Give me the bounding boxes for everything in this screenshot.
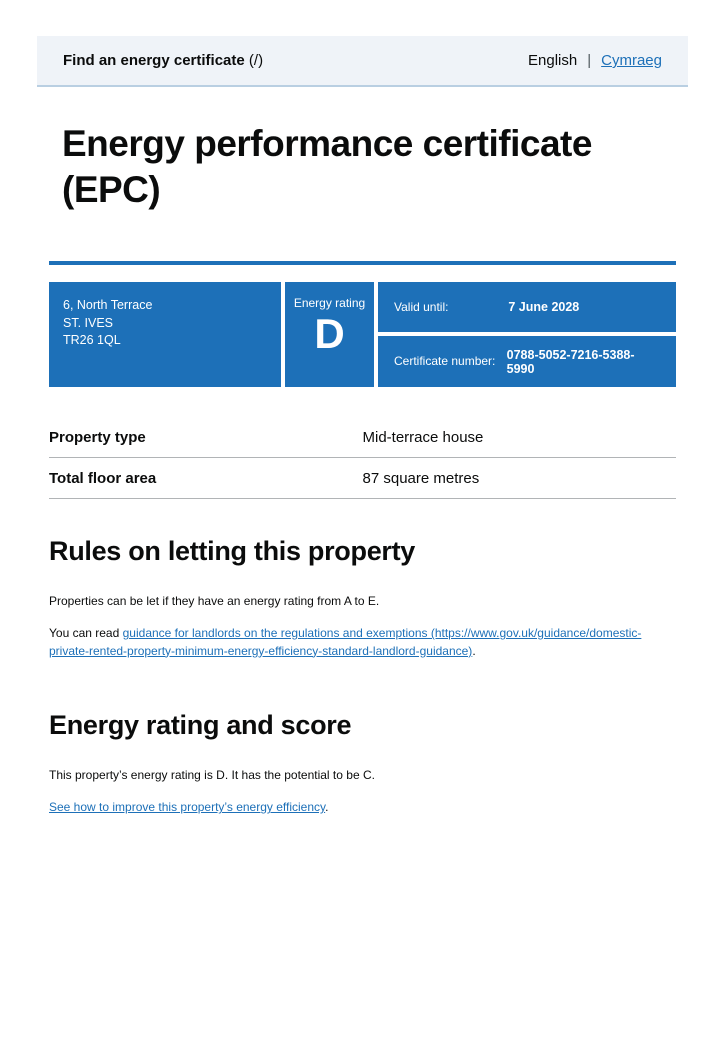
page-title-line1: Energy performance certificate [62, 123, 592, 164]
property-type-key: Property type [49, 428, 146, 446]
address-line-3: TR26 1QL [63, 333, 121, 348]
service-name-link[interactable]: Find an energy certificate (/) [63, 52, 263, 69]
language-divider: | [587, 52, 592, 69]
total-floor-area-key: Total floor area [49, 469, 157, 487]
table-row: Total floor area 87 square metres [49, 458, 676, 499]
improve-efficiency-paragraph: See how to improve this property’s energ… [49, 799, 676, 816]
valid-until-label: Valid until: [394, 299, 449, 314]
letting-rules-heading: Rules on letting this property [49, 535, 416, 566]
landlord-guidance-paragraph: You can read guidance for landlords on t… [49, 625, 676, 660]
service-name: Find an energy certificate [63, 52, 245, 69]
certificate-summary-panel: 6, North Terrace ST. IVES TR26 1QL Energ… [49, 281, 676, 387]
energy-rating-heading: Energy rating and score [49, 709, 352, 740]
page-title: Energy performance certificate (EPC) [62, 121, 676, 213]
address-line-1: 6, North Terrace [63, 297, 153, 312]
table-row: Property type Mid-terrace house [49, 417, 676, 458]
certificate-number-label: Certificate number: [394, 354, 496, 369]
total-floor-area-value: 87 square metres [362, 469, 480, 487]
energy-rating-section: Energy rating and score This property’s … [49, 710, 676, 817]
section-divider-rule [49, 260, 676, 265]
certificate-meta: Valid until: 7 June 2028 Certificate num… [378, 281, 676, 387]
language-current: English [528, 52, 578, 69]
page-title-line2: (EPC) [62, 168, 161, 210]
language-link-cymraeg[interactable]: Cymraeg [601, 52, 662, 69]
valid-until-value: 7 June 2028 [508, 300, 580, 314]
energy-rating-label: Energy rating [293, 295, 366, 310]
energy-rating-summary: This property’s energy rating is D. It h… [49, 767, 375, 782]
letting-rules-section: Rules on letting this property Propertie… [49, 536, 676, 660]
energy-rating-badge: Energy rating D [285, 281, 374, 387]
service-href-print: (/) [244, 52, 264, 69]
main-content: Energy performance certificate (EPC) 6, … [49, 121, 676, 817]
address-line-2: ST. IVES [63, 315, 114, 330]
letting-rules-paragraph: Properties can be let if they have an en… [49, 593, 380, 608]
valid-until-row: Valid until: 7 June 2028 [378, 281, 676, 333]
energy-rating-value: D [314, 309, 345, 357]
guidance-text-after: . [472, 643, 476, 658]
property-details-list: Property type Mid-terrace house Total fl… [49, 417, 676, 499]
improve-efficiency-link[interactable]: See how to improve this property’s energ… [49, 800, 326, 815]
guidance-text-before: You can read [49, 626, 123, 641]
property-type-value: Mid-terrace house [362, 428, 484, 446]
certificate-number-row: Certificate number: 0788-5052-7216-5388-… [378, 336, 676, 387]
improve-efficiency-after: . [325, 800, 329, 815]
landlord-guidance-link[interactable]: guidance for landlords on the regulation… [49, 626, 642, 658]
property-address: 6, North Terrace ST. IVES TR26 1QL [49, 281, 281, 387]
certificate-number-value: 0788-5052-7216-5388-5990 [506, 347, 635, 376]
site-header: Find an energy certificate (/) English |… [37, 36, 688, 87]
language-switcher: English | Cymraeg [528, 52, 662, 69]
